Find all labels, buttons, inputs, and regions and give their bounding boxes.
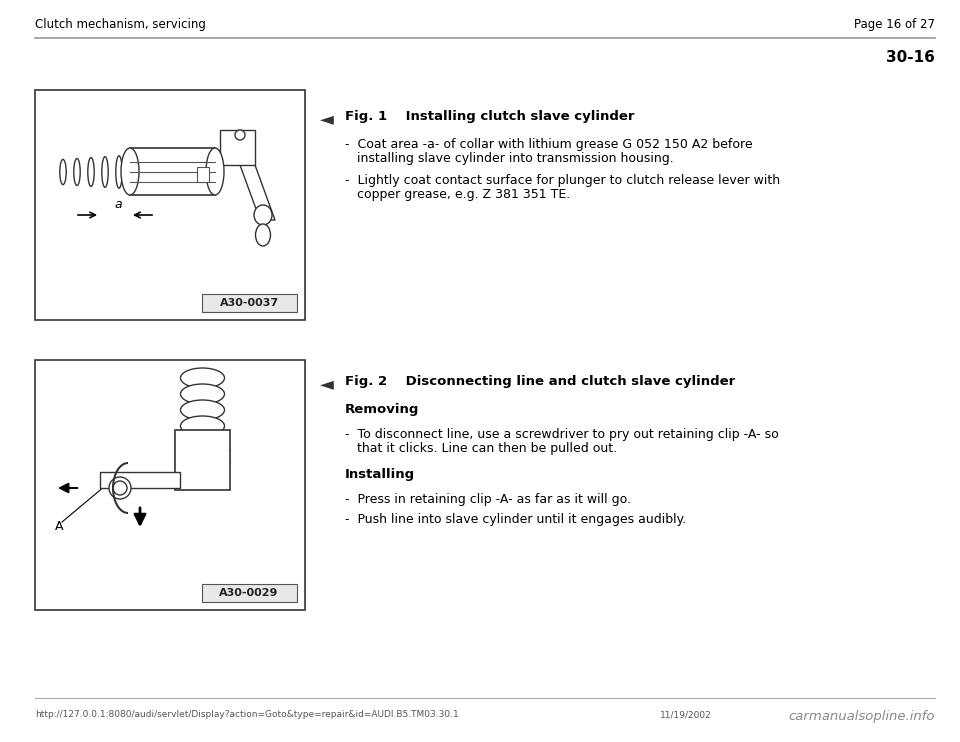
Text: A30-0037: A30-0037 [220, 298, 279, 308]
Bar [130, 148, 215, 195]
Ellipse shape [180, 384, 225, 404]
Text: -  Coat area -a- of collar with lithium grease G 052 150 A2 before: - Coat area -a- of collar with lithium g… [345, 138, 753, 151]
Bar [202, 584, 297, 602]
Ellipse shape [60, 160, 66, 185]
Bar [35, 90, 305, 320]
Ellipse shape [254, 205, 272, 225]
Bar [175, 430, 230, 490]
Text: Removing: Removing [345, 403, 420, 416]
Text: copper grease, e.g. Z 381 351 TE.: copper grease, e.g. Z 381 351 TE. [345, 188, 570, 201]
Ellipse shape [235, 130, 245, 140]
Text: that it clicks. Line can then be pulled out.: that it clicks. Line can then be pulled … [345, 442, 617, 455]
Bar [35, 360, 305, 610]
Text: Fig. 2    Disconnecting line and clutch slave cylinder: Fig. 2 Disconnecting line and clutch sla… [345, 375, 735, 388]
Ellipse shape [180, 368, 225, 388]
Ellipse shape [180, 416, 225, 436]
Ellipse shape [206, 148, 224, 195]
Text: -  To disconnect line, use a screwdriver to pry out retaining clip -A- so: - To disconnect line, use a screwdriver … [345, 428, 779, 441]
Text: -  Lightly coat contact surface for plunger to clutch release lever with: - Lightly coat contact surface for plung… [345, 174, 780, 187]
Text: ◄: ◄ [320, 375, 334, 393]
Ellipse shape [102, 157, 108, 187]
Ellipse shape [87, 157, 94, 186]
Bar [220, 130, 255, 165]
Ellipse shape [116, 156, 122, 188]
Text: ◄: ◄ [320, 110, 334, 128]
Ellipse shape [121, 148, 139, 195]
Text: -  Press in retaining clip -A- as far as it will go.: - Press in retaining clip -A- as far as … [345, 493, 631, 506]
Text: 30-16: 30-16 [886, 50, 935, 65]
Text: carmanualsopline.info: carmanualsopline.info [788, 710, 935, 723]
Text: Fig. 1    Installing clutch slave cylinder: Fig. 1 Installing clutch slave cylinder [345, 110, 635, 123]
Text: A: A [55, 520, 63, 533]
Ellipse shape [109, 477, 131, 499]
Polygon shape [240, 165, 275, 220]
Text: -  Push line into slave cylinder until it engages audibly.: - Push line into slave cylinder until it… [345, 513, 686, 526]
Text: A30-0029: A30-0029 [219, 588, 278, 598]
Text: Clutch mechanism, servicing: Clutch mechanism, servicing [35, 18, 205, 31]
Bar [202, 294, 297, 312]
Bar [100, 472, 180, 488]
Ellipse shape [180, 400, 225, 420]
Bar [197, 167, 209, 182]
Text: http://127.0.0.1:8080/audi/servlet/Display?action=Goto&type=repair&id=AUDI.B5.TM: http://127.0.0.1:8080/audi/servlet/Displ… [35, 710, 459, 719]
Ellipse shape [113, 481, 127, 495]
Ellipse shape [74, 159, 81, 186]
Text: Page 16 of 27: Page 16 of 27 [854, 18, 935, 31]
Text: Installing: Installing [345, 468, 415, 481]
Text: installing slave cylinder into transmission housing.: installing slave cylinder into transmiss… [345, 152, 674, 165]
Ellipse shape [255, 224, 271, 246]
Text: 11/19/2002: 11/19/2002 [660, 710, 711, 719]
Text: a: a [114, 198, 122, 211]
